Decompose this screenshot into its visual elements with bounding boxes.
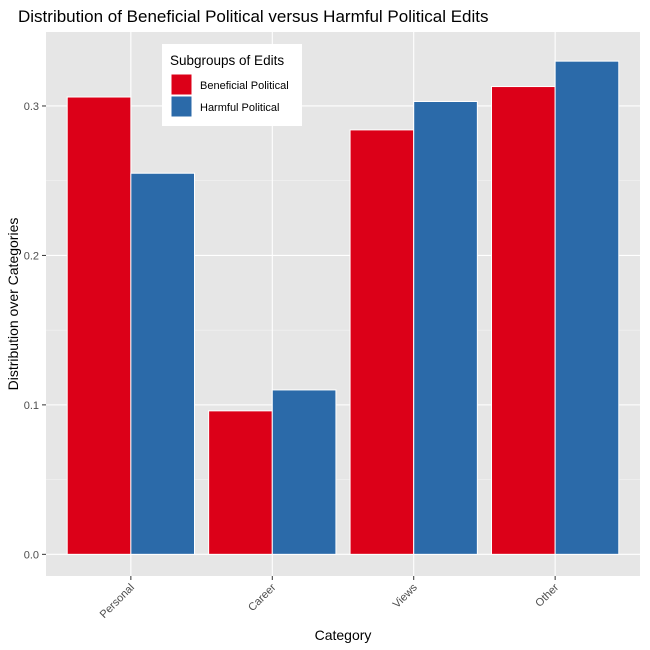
x-axis: Personal Career Views Other xyxy=(98,576,561,621)
x-tick-label-career: Career xyxy=(246,581,278,613)
bar-other-beneficial-political xyxy=(491,86,556,555)
bar-other-harmful-political xyxy=(554,60,620,555)
x-axis-title: Category xyxy=(315,627,372,643)
chart-title: Distribution of Beneficial Political ver… xyxy=(18,7,489,26)
legend-label: Harmful Political xyxy=(200,102,279,114)
legend-key-beneficial-political xyxy=(170,73,193,96)
y-tick-label: 0.1 xyxy=(24,400,39,412)
bar-views-beneficial-political xyxy=(349,129,415,555)
y-tick-label: 0.2 xyxy=(24,250,39,262)
x-tick-label-views: Views xyxy=(391,581,420,610)
bar-personal-beneficial-political xyxy=(66,96,132,555)
legend: Subgroups of Edits Beneficial Political Ha… xyxy=(162,44,302,126)
legend-title: Subgroups of Edits xyxy=(170,53,284,68)
bar-career-beneficial-political xyxy=(208,410,273,555)
x-tick-label-other: Other xyxy=(533,581,561,609)
y-axis-title: Distribution over Categories xyxy=(5,218,21,391)
y-tick-label: 0.0 xyxy=(24,549,39,561)
legend-label: Beneficial Political xyxy=(200,80,289,92)
bar-views-harmful-political xyxy=(413,100,478,555)
y-axis: 0.0 0.1 0.2 0.3 xyxy=(24,101,46,561)
bar-personal-harmful-political xyxy=(130,172,196,555)
legend-key-harmful-political xyxy=(170,95,193,118)
bar-career-harmful-political xyxy=(271,389,337,555)
bars xyxy=(66,60,620,555)
x-tick-label-personal: Personal xyxy=(98,582,137,621)
y-tick-label: 0.3 xyxy=(24,101,39,113)
